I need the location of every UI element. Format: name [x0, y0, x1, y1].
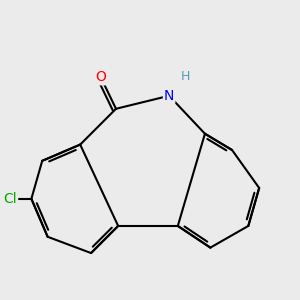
- Text: Cl: Cl: [3, 192, 16, 206]
- Text: H: H: [181, 70, 190, 83]
- Text: O: O: [95, 70, 106, 84]
- Text: N: N: [164, 89, 174, 103]
